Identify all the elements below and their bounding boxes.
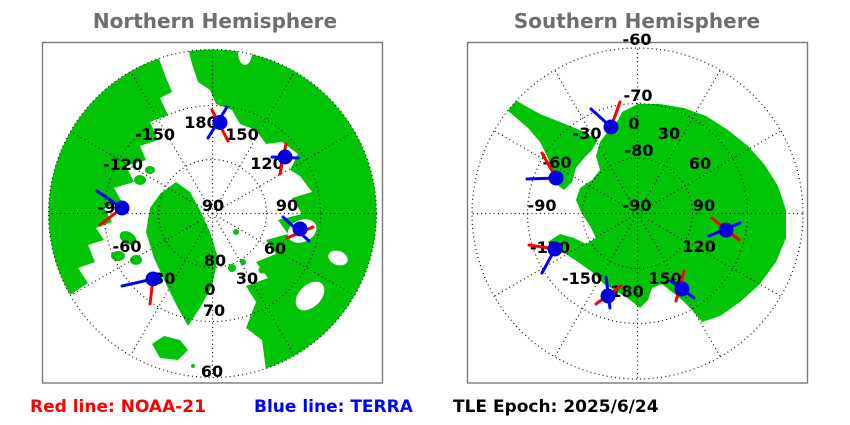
south-graticule <box>471 47 804 380</box>
land-island <box>145 166 155 174</box>
north-map: 180 -150 150 -120 120 -90 90 -60 60 -30 … <box>41 41 384 384</box>
satellite-marker <box>527 241 563 275</box>
lon-label: -90 <box>528 196 557 215</box>
lon-label: -150 <box>562 269 602 288</box>
lon-label: 90 <box>693 196 715 215</box>
lon-label: 120 <box>682 237 715 256</box>
lat-label: -70 <box>624 86 653 105</box>
lon-label: 30 <box>658 124 680 143</box>
legend-tle-epoch: TLE Epoch: 2025/6/24 <box>453 397 659 417</box>
lat-label: -60 <box>623 30 652 49</box>
south-satellite-markers <box>525 100 742 310</box>
satellite-dot <box>145 271 161 287</box>
lon-label: -30 <box>573 124 602 143</box>
lat-label: -90 <box>623 196 652 215</box>
land-eurasia <box>186 49 377 378</box>
satellite-dot <box>114 200 130 216</box>
satellite-marker <box>206 105 230 143</box>
land-island <box>233 229 239 235</box>
land-island <box>191 364 195 368</box>
satellite-marker <box>594 275 623 310</box>
lat-label: 90 <box>202 196 224 215</box>
land-island <box>134 175 146 185</box>
legend-terra: Blue line: TERRA <box>254 397 414 417</box>
land-antarctic-peninsula <box>490 86 598 190</box>
satellite-dot <box>600 288 616 304</box>
land-island <box>258 266 266 274</box>
land-island <box>111 251 125 261</box>
land-greenland <box>146 182 218 326</box>
satellite-marker <box>120 271 161 306</box>
lat-label: 60 <box>201 362 223 381</box>
lon-label: 90 <box>276 196 298 215</box>
satellite-marker <box>270 142 300 176</box>
lon-label: 60 <box>264 239 286 258</box>
land-svalbard <box>240 259 246 265</box>
lon-label: 30 <box>236 269 258 288</box>
satellite-marker <box>589 100 622 135</box>
satellite-marker <box>525 151 564 186</box>
land-island <box>130 255 142 265</box>
satellite-dot <box>292 221 308 237</box>
satellite-dot <box>603 119 619 135</box>
satellite-marker <box>281 215 315 243</box>
satellite-dot <box>718 222 734 238</box>
lon-label: 0 <box>204 280 215 299</box>
sea-baltic <box>295 281 325 311</box>
lon-label: 60 <box>689 154 711 173</box>
satellite-marker <box>95 189 130 227</box>
land-svalbard <box>228 264 236 272</box>
lon-label: -120 <box>103 155 143 174</box>
north-graticule <box>47 48 378 379</box>
satellite-dot <box>212 115 228 130</box>
satellite-marker <box>707 216 742 242</box>
north-map-title: Northern Hemisphere <box>93 9 337 33</box>
satellite-dot <box>674 281 690 297</box>
land-iceland <box>152 336 188 360</box>
satellite-marker <box>669 269 696 303</box>
lon-label: 120 <box>250 154 283 173</box>
satellite-dot <box>547 241 563 257</box>
south-map-title: Southern Hemisphere <box>514 9 760 33</box>
lon-label: -150 <box>135 125 175 144</box>
lon-label: 150 <box>225 125 258 144</box>
lon-label: 0 <box>628 114 639 133</box>
sea-white-sea <box>328 250 348 266</box>
lat-label: 80 <box>204 251 226 270</box>
lat-label: 70 <box>203 301 225 320</box>
lat-label: -80 <box>625 141 654 160</box>
lon-label: -60 <box>113 237 142 256</box>
satellite-dot <box>277 149 293 165</box>
satellite-dot <box>548 170 564 186</box>
land-island <box>119 231 137 245</box>
south-map: -60 -70 -30 0 30 -80 -60 60 -90 -90 90 -… <box>466 30 809 384</box>
north-satellite-markers <box>95 105 315 306</box>
lon-label: 180 <box>184 113 217 132</box>
legend-noaa21: Red line: NOAA-21 <box>30 397 206 417</box>
